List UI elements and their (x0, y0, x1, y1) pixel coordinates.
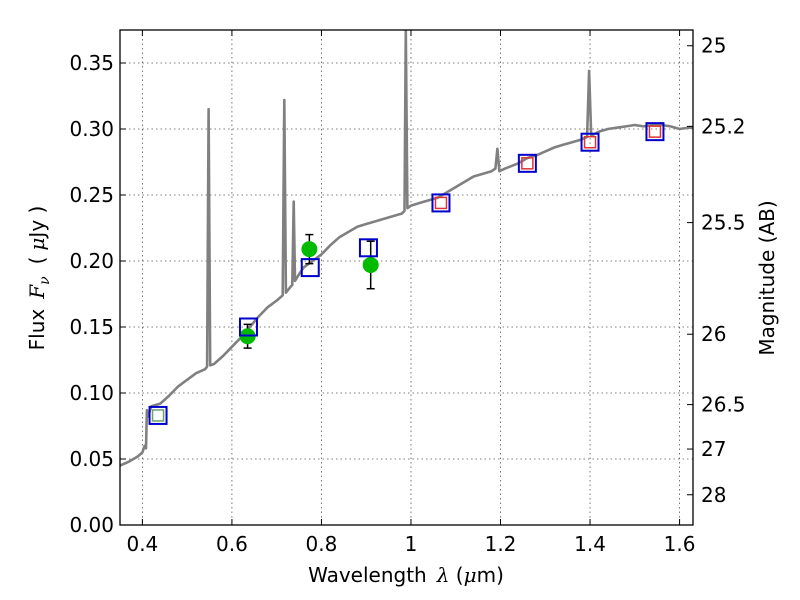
observed-point (301, 241, 318, 258)
model-square (431, 193, 451, 213)
model-square (358, 238, 378, 258)
x-tick-label: 0.4 (126, 532, 158, 556)
y-axis-label-subscript: ν (37, 276, 53, 285)
model-inner-square (521, 157, 534, 170)
plot-frame (119, 29, 694, 526)
x-axis-unit-mu: μ (464, 563, 477, 587)
observed-point (362, 256, 379, 273)
x-tick-label: 1 (405, 532, 418, 556)
model-square (148, 405, 168, 425)
y2-axis-label: Magnitude (AB) (755, 200, 779, 355)
y-tick-label: 0.35 (69, 51, 114, 75)
y2-tick-label: 25.5 (701, 211, 746, 235)
x-tick-label: 1.4 (574, 532, 606, 556)
model-inner-square (583, 135, 597, 149)
y-tick-label: 0.10 (69, 381, 114, 405)
x-tick-label: 0.8 (306, 532, 338, 556)
ticks: 0.4 0.6 0.8 1 1.2 1.4 1.6 0.00 0.05 0.10 0.15 0.20 0… (69, 30, 746, 556)
model-square (238, 317, 258, 337)
y-tick-label: 0.20 (69, 249, 114, 273)
x-axis-label-symbol: λ (436, 563, 450, 587)
y-axis-unit-open: ( (25, 257, 49, 265)
y-tick-label: 0.30 (69, 117, 114, 141)
model-inner-square (151, 409, 165, 422)
y-tick-label: 0.15 (69, 315, 114, 339)
y-tick-label: 0.00 (69, 513, 114, 537)
marker-layer (148, 122, 665, 425)
model-inner-square (648, 125, 662, 138)
model-square (645, 122, 665, 142)
y2-tick-label: 27 (701, 437, 726, 461)
model-square (580, 132, 600, 152)
model-square (517, 153, 537, 173)
x-axis-unit-close: m) (477, 563, 504, 587)
x-tick-label: 1.6 (664, 532, 696, 556)
y-axis-label-symbol: F (25, 284, 49, 300)
y2-tick-label: 26 (701, 322, 726, 346)
y-tick-label: 0.25 (69, 183, 114, 207)
y2-tick-label: 25.2 (701, 114, 746, 138)
y2-tick-label: 28 (701, 483, 726, 507)
x-tick-label: 1.2 (485, 532, 517, 556)
y2-tick-label: 25 (701, 34, 726, 58)
y-axis-label-word: Flux (25, 309, 49, 351)
x-axis-unit-open: ( (449, 563, 463, 587)
model-inner-square (434, 196, 448, 210)
model-square (300, 258, 320, 278)
x-axis-label-word: Wavelength (308, 563, 427, 587)
grid (120, 30, 693, 526)
y-axis-unit-mu: μ (25, 238, 49, 251)
y-axis-unit-close: Jy ) (25, 206, 49, 240)
x-axis-label: Wavelength λ (μm) (308, 563, 504, 587)
x-tick-label: 0.6 (216, 532, 248, 556)
y-axis-label: Flux Fν ( μJy ) (25, 206, 53, 351)
y2-tick-label: 26.5 (701, 393, 746, 417)
y-tick-label: 0.05 (69, 447, 114, 471)
